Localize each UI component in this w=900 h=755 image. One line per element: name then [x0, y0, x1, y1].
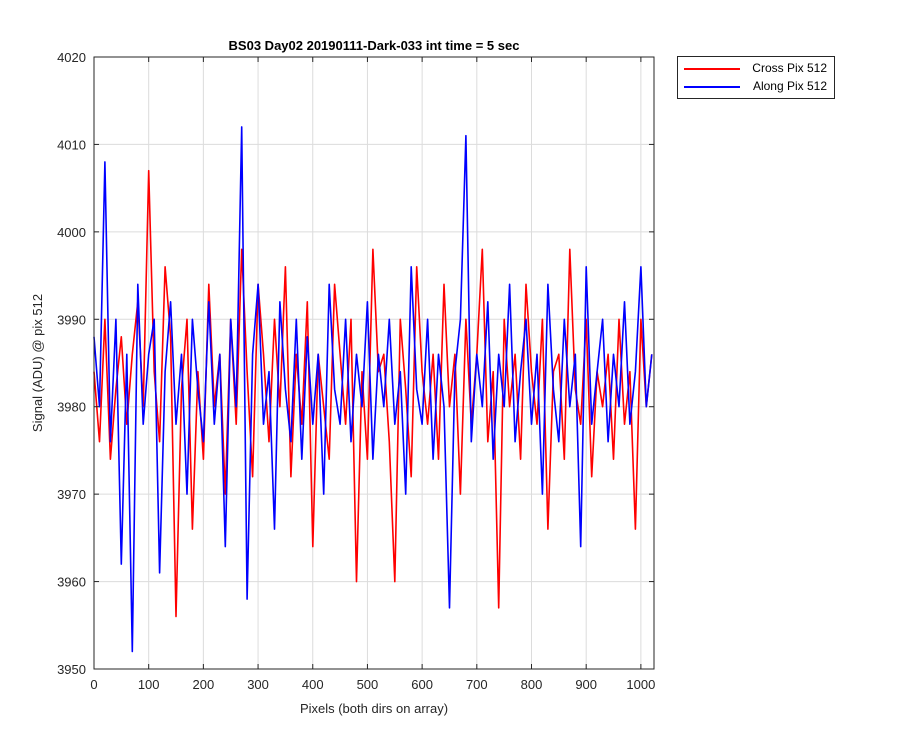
- series-layer: [93, 126, 653, 653]
- x-tick-label: 200: [193, 677, 215, 692]
- legend-label-cross: Cross Pix 512: [752, 61, 827, 75]
- plot-background: [94, 57, 654, 669]
- legend-label-along: Along Pix 512: [752, 79, 827, 93]
- x-tick-label: 400: [302, 677, 324, 692]
- x-tick-label: 900: [575, 677, 597, 692]
- y-tick-label: 3970: [57, 487, 86, 502]
- legend-swatch-along: [684, 86, 740, 88]
- y-tick-label: 4000: [57, 225, 86, 240]
- y-axis-label: Signal (ADU) @ pix 512: [30, 294, 45, 432]
- y-tick-label: 3960: [57, 575, 86, 590]
- plot-frame: [93, 56, 655, 670]
- legend-swatch-cross: [684, 68, 740, 70]
- x-tick-label: 100: [138, 677, 160, 692]
- x-tick-label: 600: [411, 677, 433, 692]
- x-tick-label: 1000: [626, 677, 655, 692]
- x-tick-label: 700: [466, 677, 488, 692]
- y-tick-label: 3980: [57, 400, 86, 415]
- legend-item-cross: Cross Pix 512: [678, 60, 834, 78]
- chart-title: BS03 Day02 20190111-Dark-033 int time = …: [229, 38, 520, 53]
- y-tick-label: 4010: [57, 137, 86, 152]
- x-tick-label: 800: [521, 677, 543, 692]
- y-tick-label: 4020: [57, 50, 86, 65]
- ticks: 0 100 200 300 400 500 600 700 800 900 1000 3950 3960…: [57, 50, 655, 692]
- y-tick-label: 3950: [57, 662, 86, 677]
- x-tick-label: 300: [247, 677, 269, 692]
- y-tick-label: 3990: [57, 312, 86, 327]
- series-line-along: [93, 126, 653, 653]
- legend-item-along: Along Pix 512: [678, 78, 834, 96]
- x-tick-label: 500: [357, 677, 379, 692]
- x-axis-label: Pixels (both dirs on array): [300, 701, 448, 716]
- legend: Cross Pix 512 Along Pix 512: [677, 56, 835, 99]
- x-tick-label: 0: [90, 677, 97, 692]
- series-line-cross: [93, 169, 653, 618]
